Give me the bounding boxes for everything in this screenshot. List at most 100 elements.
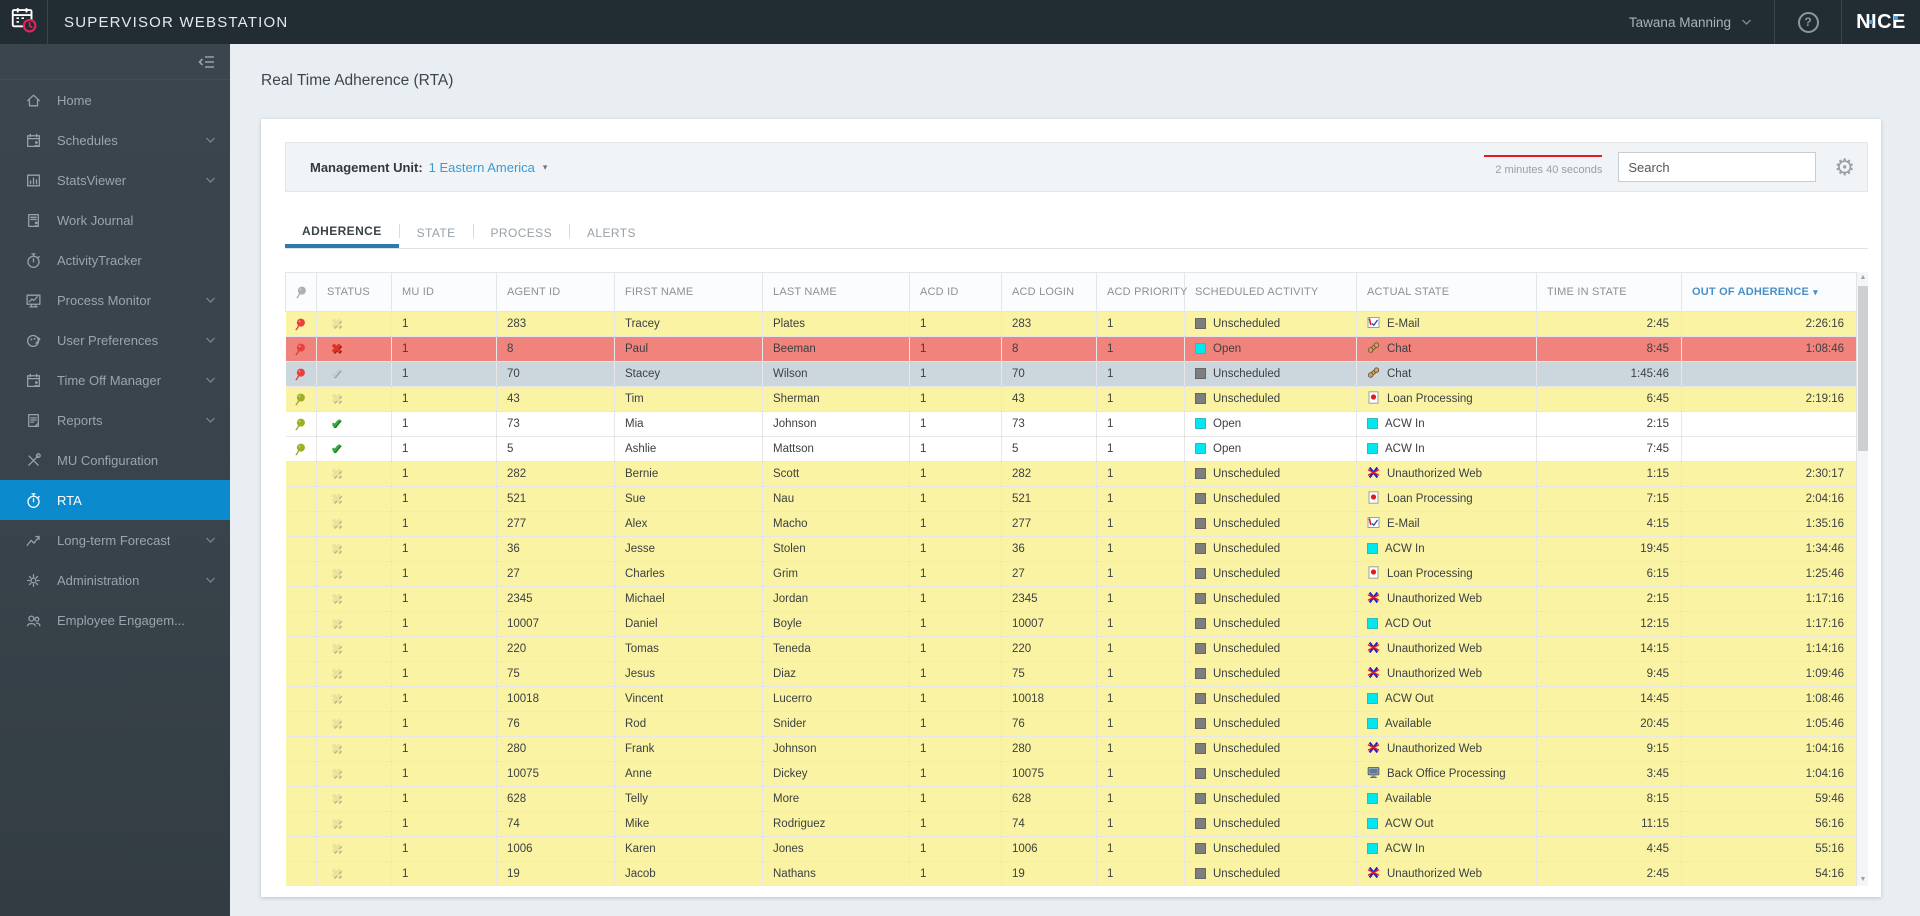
table-row[interactable]: ✖ 1 8 Paul Beeman 1 8 1 Open Chat 8:45 1:08:46 — [285, 336, 1857, 362]
cell-pin[interactable] — [285, 561, 317, 587]
cell-pin[interactable] — [285, 661, 317, 687]
column-header-scheduled-activity[interactable]: SCHEDULED ACTIVITY — [1184, 272, 1357, 312]
main-content: Real Time Adherence (RTA) Management Uni… — [230, 44, 1920, 916]
table-row[interactable]: ✖ 1 27 Charles Grim 1 27 1 Unscheduled Loan Proce… — [285, 561, 1857, 587]
table-row[interactable]: ✖ 1 220 Tomas Teneda 1 220 1 Unscheduled Unauthor… — [285, 636, 1857, 662]
sidebar-item-long-term-forecast[interactable]: Long-term Forecast — [0, 520, 230, 560]
tab-adherence[interactable]: ADHERENCE — [285, 218, 399, 248]
scroll-up-arrow[interactable]: ▲ — [1859, 274, 1867, 281]
sidebar-item-user-preferences[interactable]: User Preferences — [0, 320, 230, 360]
table-row[interactable]: ✖ 1 43 Tim Sherman 1 43 1 Unscheduled Loan Proces… — [285, 386, 1857, 412]
table-row[interactable]: ✖ 1 10018 Vincent Lucerro 1 10018 1 Unscheduled A… — [285, 686, 1857, 712]
cell-pin[interactable] — [285, 511, 317, 537]
table-row[interactable]: ✖ 1 1006 Karen Jones 1 1006 1 Unscheduled ACW In 4… — [285, 836, 1857, 862]
cell-out-of-adherence: 1:08:46 — [1681, 336, 1857, 362]
table-row[interactable]: ✖ 1 74 Mike Rodriguez 1 74 1 Unscheduled ACW Out 1… — [285, 811, 1857, 837]
sidebar-item-work-journal[interactable]: Work Journal — [0, 200, 230, 240]
tab-state[interactable]: STATE — [416, 226, 456, 240]
cell-pin[interactable] — [285, 686, 317, 712]
column-header-acd-login[interactable]: ACD LOGIN — [1001, 272, 1097, 312]
table-row[interactable]: ✖ 1 280 Frank Johnson 1 280 1 Unscheduled Unautho… — [285, 736, 1857, 762]
table-row[interactable]: ✔ 1 70 Stacey Wilson 1 70 1 Unscheduled Chat 1:45:… — [285, 361, 1857, 387]
table-row[interactable]: ✖ 1 283 Tracey Plates 1 283 1 Unscheduled E-Mail 2… — [285, 311, 1857, 337]
user-menu[interactable]: Tawana Manning — [1607, 0, 1774, 44]
sidebar-item-administration[interactable]: Administration — [0, 560, 230, 600]
cell-pin[interactable] — [285, 461, 317, 487]
cell-pin[interactable] — [285, 636, 317, 662]
app-logo[interactable] — [0, 0, 48, 44]
trend-arrow-icon — [24, 531, 42, 549]
cell-pin[interactable] — [285, 711, 317, 737]
cell-pin[interactable] — [285, 361, 317, 387]
search-input[interactable] — [1618, 152, 1817, 182]
cell-pin[interactable] — [285, 611, 317, 637]
table-row[interactable]: ✖ 1 10075 Anne Dickey 1 10075 1 Unscheduled Back … — [285, 761, 1857, 787]
tab-divider — [398, 224, 400, 238]
cell-status: ✖ — [316, 311, 392, 337]
sidebar-item-process-monitor[interactable]: Process Monitor — [0, 280, 230, 320]
column-header-last-name[interactable]: LAST NAME — [762, 272, 910, 312]
sidebar-item-time-off-manager[interactable]: Time Off Manager — [0, 360, 230, 400]
tab-process[interactable]: PROCESS — [490, 226, 552, 240]
settings-gear-icon[interactable]: ⚙ — [1834, 153, 1855, 180]
column-header-pin[interactable] — [285, 272, 317, 312]
table-row[interactable]: ✖ 1 10007 Daniel Boyle 1 10007 1 Unscheduled ACD … — [285, 611, 1857, 637]
table-row[interactable]: ✔ 1 73 Mia Johnson 1 73 1 Open ACW In 2:15 — [285, 411, 1857, 437]
cell-pin[interactable] — [285, 736, 317, 762]
sidebar-item-home[interactable]: Home — [0, 80, 230, 120]
column-header-agent-id[interactable]: AGENT ID — [496, 272, 615, 312]
table-row[interactable]: ✖ 1 2345 Michael Jordan 1 2345 1 Unscheduled Unau… — [285, 586, 1857, 612]
table-row[interactable]: ✖ 1 521 Sue Nau 1 521 1 Unscheduled Loan Processi… — [285, 486, 1857, 512]
scrollbar-thumb[interactable] — [1858, 286, 1868, 451]
table-row[interactable]: ✖ 1 76 Rod Snider 1 76 1 Unscheduled Available 20:… — [285, 711, 1857, 737]
cell-pin[interactable] — [285, 311, 317, 337]
sidebar-item-schedules[interactable]: Schedules — [0, 120, 230, 160]
column-header-mu-id[interactable]: MU ID — [391, 272, 497, 312]
table-scrollbar[interactable]: ▲ ▼ — [1856, 272, 1868, 886]
cell-pin[interactable] — [285, 861, 317, 886]
sidebar-item-activitytracker[interactable]: ActivityTracker — [0, 240, 230, 280]
sidebar-item-statsviewer[interactable]: StatsViewer — [0, 160, 230, 200]
sidebar-item-mu-configuration[interactable]: MU Configuration — [0, 440, 230, 480]
tab-alerts[interactable]: ALERTS — [586, 226, 636, 240]
table-row[interactable]: ✖ 1 277 Alex Macho 1 277 1 Unscheduled E-Mail 4:15… — [285, 511, 1857, 537]
unauth-web-icon — [1367, 641, 1380, 657]
scroll-down-arrow[interactable]: ▼ — [1859, 876, 1867, 883]
sidebar-item-reports[interactable]: Reports — [0, 400, 230, 440]
cell-pin[interactable] — [285, 786, 317, 812]
cell-pin[interactable] — [285, 436, 317, 462]
cell-pin[interactable] — [285, 761, 317, 787]
cell-pin[interactable] — [285, 411, 317, 437]
column-header-time-in-state[interactable]: TIME IN STATE — [1536, 272, 1682, 312]
cell-acd-priority: 1 — [1096, 786, 1185, 812]
column-header-acd-priority[interactable]: ACD PRIORITY — [1096, 272, 1187, 312]
sidebar-item-employee-engagem[interactable]: Employee Engagem... — [0, 600, 230, 640]
column-header-out-of-adherence[interactable]: OUT OF ADHERENCE ▾ — [1681, 272, 1857, 312]
column-header-actual-state[interactable]: ACTUAL STATE — [1356, 272, 1537, 312]
cell-pin[interactable] — [285, 486, 317, 512]
collapse-sidebar-icon[interactable] — [198, 54, 216, 70]
table-row[interactable]: ✖ 1 19 Jacob Nathans 1 19 1 Unscheduled Unauthori… — [285, 861, 1857, 886]
table-row[interactable]: ✖ 1 628 Telly More 1 628 1 Unscheduled Available 8… — [285, 786, 1857, 812]
cell-pin[interactable] — [285, 836, 317, 862]
cell-pin[interactable] — [285, 811, 317, 837]
column-header-acd-id[interactable]: ACD ID — [909, 272, 1002, 312]
cell-pin[interactable] — [285, 586, 317, 612]
management-unit-value[interactable]: 1 Eastern America — [428, 159, 535, 175]
sidebar-item-rta[interactable]: RTA — [0, 480, 230, 520]
sidebar-item-label: StatsViewer — [57, 172, 127, 188]
table-row[interactable]: ✖ 1 282 Bernie Scott 1 282 1 Unscheduled Unauthor… — [285, 461, 1857, 487]
cell-pin[interactable] — [285, 386, 317, 412]
help-button[interactable]: ? — [1775, 0, 1841, 44]
column-header-status[interactable]: STATUS — [316, 272, 392, 312]
column-header-first-name[interactable]: FIRST NAME — [614, 272, 763, 312]
cell-pin[interactable] — [285, 536, 317, 562]
table-row[interactable]: ✖ 1 36 Jesse Stolen 1 36 1 Unscheduled ACW In 19:4… — [285, 536, 1857, 562]
table-row[interactable]: ✖ 1 75 Jesus Diaz 1 75 1 Unscheduled Unauthorized… — [285, 661, 1857, 687]
cell-actual-state: Chat — [1356, 361, 1537, 387]
cell-acd-id: 1 — [909, 836, 1002, 862]
cell-acd-id: 1 — [909, 336, 1002, 362]
management-unit-caret-icon[interactable]: ▾ — [542, 161, 548, 172]
cell-pin[interactable] — [285, 336, 317, 362]
table-row[interactable]: ✔ 1 5 Ashlie Mattson 1 5 1 Open ACW In 7:45 — [285, 436, 1857, 462]
